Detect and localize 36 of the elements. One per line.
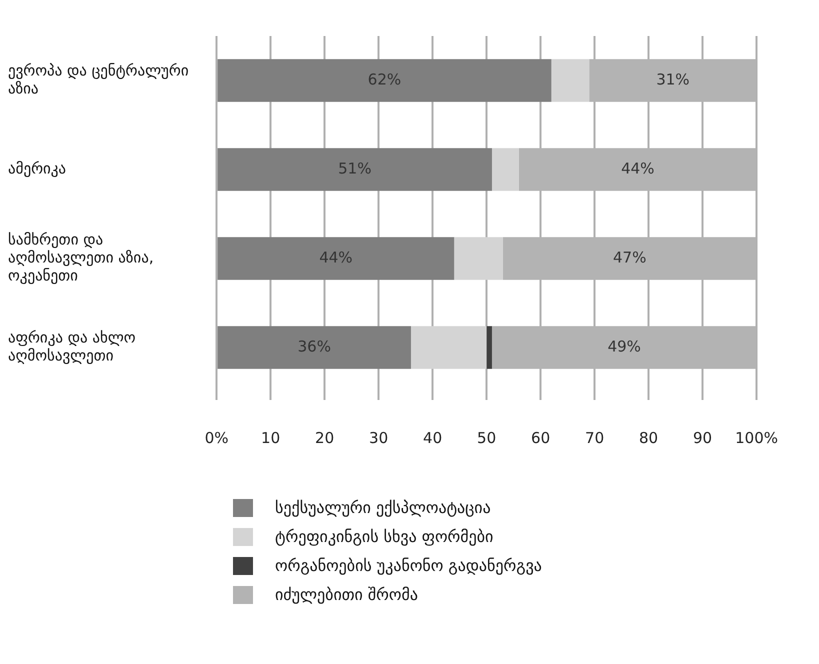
data-label: 62% <box>368 70 402 88</box>
x-tick-label: 0% <box>204 428 228 447</box>
x-tick-label: 10 <box>261 428 280 447</box>
legend-label: იძულებითი შრომა <box>275 585 418 604</box>
x-tick-label: 20 <box>315 428 334 447</box>
legend-label: სექსუალური ექსპლოატაცია <box>275 498 491 517</box>
bar <box>410 326 487 369</box>
y-tick-label: ევროპა და ცენტრალური აზია <box>8 61 189 98</box>
x-tick-label: 90 <box>693 428 712 447</box>
bar <box>486 326 492 369</box>
data-label: 49% <box>608 337 641 356</box>
data-label: 44% <box>621 159 654 178</box>
legend-label: ორგანოების უკანონო გადანერგვა <box>275 556 542 575</box>
data-label: 36% <box>298 337 331 356</box>
legend-label: ტრეფიკინგის სხვა ფორმები <box>275 527 494 546</box>
data-label: 44% <box>319 248 353 266</box>
x-tick-label: 30 <box>369 428 388 447</box>
x-tick-label: 60 <box>531 428 550 447</box>
y-tick-label: აფრიკა და ახლო აღმოსავლეთი <box>8 328 136 364</box>
y-tick-label: სამხრეთი და აღმოსავლეთი აზია, ოკეანეთი <box>8 230 154 284</box>
y-tick-label: ამერიკა <box>8 159 66 178</box>
data-label: 47% <box>612 248 646 266</box>
data-label: 31% <box>656 70 690 88</box>
x-tick-label: 40 <box>423 428 442 447</box>
bar <box>218 148 492 191</box>
bar <box>492 148 519 191</box>
bar <box>218 326 411 369</box>
bar <box>218 237 454 280</box>
x-tick-label: 70 <box>585 428 604 447</box>
x-tick-label: 100% <box>735 428 778 447</box>
bar <box>218 59 552 102</box>
x-tick-label: 50 <box>477 428 496 447</box>
data-label: 51% <box>338 159 372 178</box>
x-tick-label: 80 <box>639 428 658 447</box>
bar <box>551 59 590 102</box>
bar <box>454 237 503 280</box>
